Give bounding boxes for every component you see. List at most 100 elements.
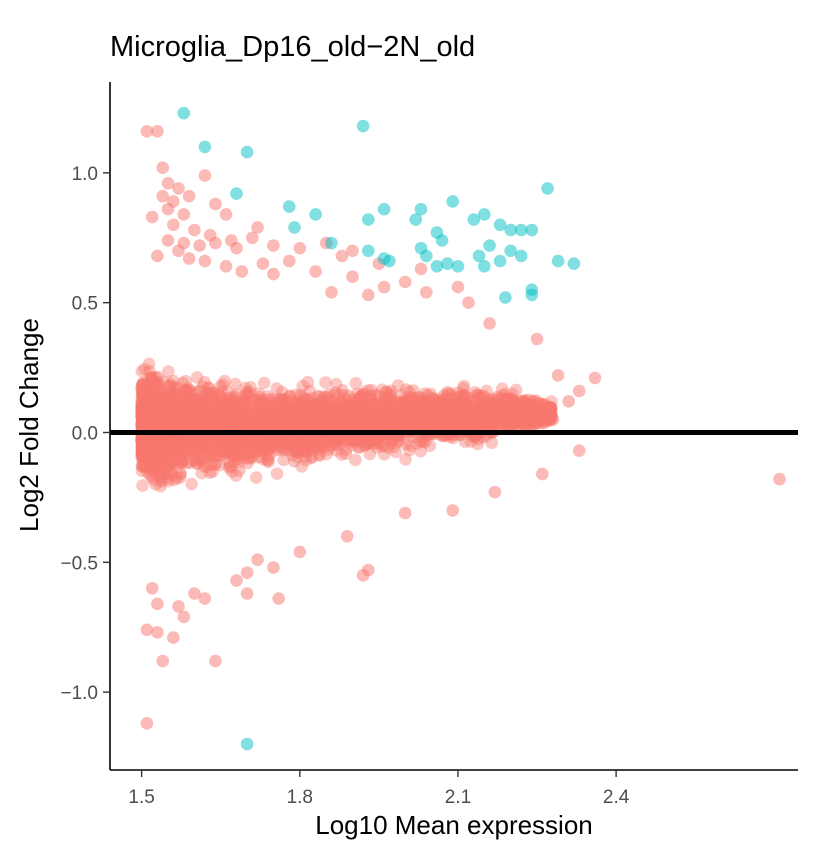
data-point	[267, 561, 280, 574]
data-point	[176, 415, 189, 429]
data-point	[306, 412, 320, 426]
data-point	[219, 400, 233, 414]
data-point	[220, 444, 234, 457]
data-point	[151, 417, 164, 431]
data-point-significant	[483, 239, 496, 252]
data-point	[515, 418, 528, 432]
data-point-significant	[514, 249, 528, 263]
x-axis-title: Log10 Mean expression	[315, 810, 593, 840]
data-point	[306, 418, 320, 431]
data-point	[298, 418, 312, 432]
data-point	[223, 444, 237, 457]
data-point	[369, 434, 383, 448]
data-point	[476, 407, 490, 420]
data-point	[520, 400, 534, 413]
data-point	[173, 406, 187, 419]
data-point	[301, 410, 315, 424]
data-point	[228, 397, 241, 411]
data-point	[151, 459, 164, 473]
data-point	[284, 417, 297, 431]
data-point	[497, 406, 510, 420]
data-point	[336, 409, 350, 423]
data-point	[464, 409, 478, 423]
data-point	[418, 419, 432, 433]
data-point	[454, 406, 468, 419]
data-point	[529, 405, 543, 418]
data-point	[463, 409, 477, 423]
y-tick-label: −0.5	[60, 553, 98, 574]
data-point	[285, 411, 299, 424]
data-point	[233, 418, 246, 432]
data-point	[160, 439, 173, 452]
data-point-significant	[430, 260, 444, 273]
data-point	[536, 416, 549, 430]
data-point	[175, 414, 188, 428]
data-point	[217, 415, 230, 429]
data-point	[171, 412, 185, 426]
data-point	[479, 407, 493, 421]
data-point	[414, 417, 427, 430]
data-point	[320, 390, 333, 404]
data-point	[522, 410, 536, 424]
data-point	[139, 445, 153, 459]
data-point	[138, 362, 151, 376]
data-point	[156, 436, 170, 449]
data-point	[336, 412, 350, 426]
data-point	[481, 398, 495, 412]
data-point	[508, 406, 522, 419]
data-point	[305, 402, 318, 416]
data-point	[151, 370, 165, 384]
data-point-significant	[240, 737, 254, 751]
data-point	[299, 442, 312, 455]
data-point	[170, 440, 184, 453]
data-point	[237, 439, 251, 453]
data-point	[341, 406, 354, 420]
data-point	[165, 409, 178, 423]
data-point	[218, 420, 232, 434]
data-point	[221, 417, 235, 431]
data-point	[387, 419, 401, 433]
data-point	[280, 436, 294, 449]
data-point	[492, 407, 505, 420]
data-point	[355, 401, 369, 415]
data-point	[370, 420, 384, 434]
data-point	[146, 438, 159, 452]
data-point	[340, 530, 354, 543]
data-point	[150, 444, 164, 457]
data-point	[433, 418, 447, 432]
data-point	[260, 420, 273, 433]
data-point	[219, 260, 233, 273]
data-point	[230, 452, 244, 466]
data-point	[484, 406, 497, 419]
data-point	[191, 393, 205, 407]
data-point	[334, 412, 347, 425]
data-point	[173, 414, 187, 428]
data-point	[221, 396, 235, 410]
data-point	[205, 404, 218, 418]
data-point	[192, 406, 206, 420]
data-point	[410, 401, 423, 414]
data-point	[394, 410, 408, 424]
data-point	[244, 381, 257, 394]
data-point	[212, 434, 226, 447]
data-point	[191, 437, 204, 451]
data-point	[227, 402, 240, 416]
data-point-significant	[441, 257, 454, 271]
data-point	[168, 409, 182, 422]
data-point	[226, 416, 239, 429]
data-point	[536, 409, 550, 423]
data-point	[488, 409, 501, 422]
data-point	[137, 398, 150, 412]
data-point	[249, 415, 263, 429]
data-point	[153, 436, 167, 450]
data-point	[436, 401, 449, 414]
data-point	[314, 437, 328, 450]
data-point	[170, 394, 183, 408]
data-point	[588, 371, 602, 385]
data-point	[524, 410, 538, 424]
data-point	[229, 377, 242, 391]
data-point	[336, 418, 350, 432]
data-point	[265, 400, 278, 414]
data-point	[163, 411, 177, 424]
data-point	[194, 411, 208, 425]
